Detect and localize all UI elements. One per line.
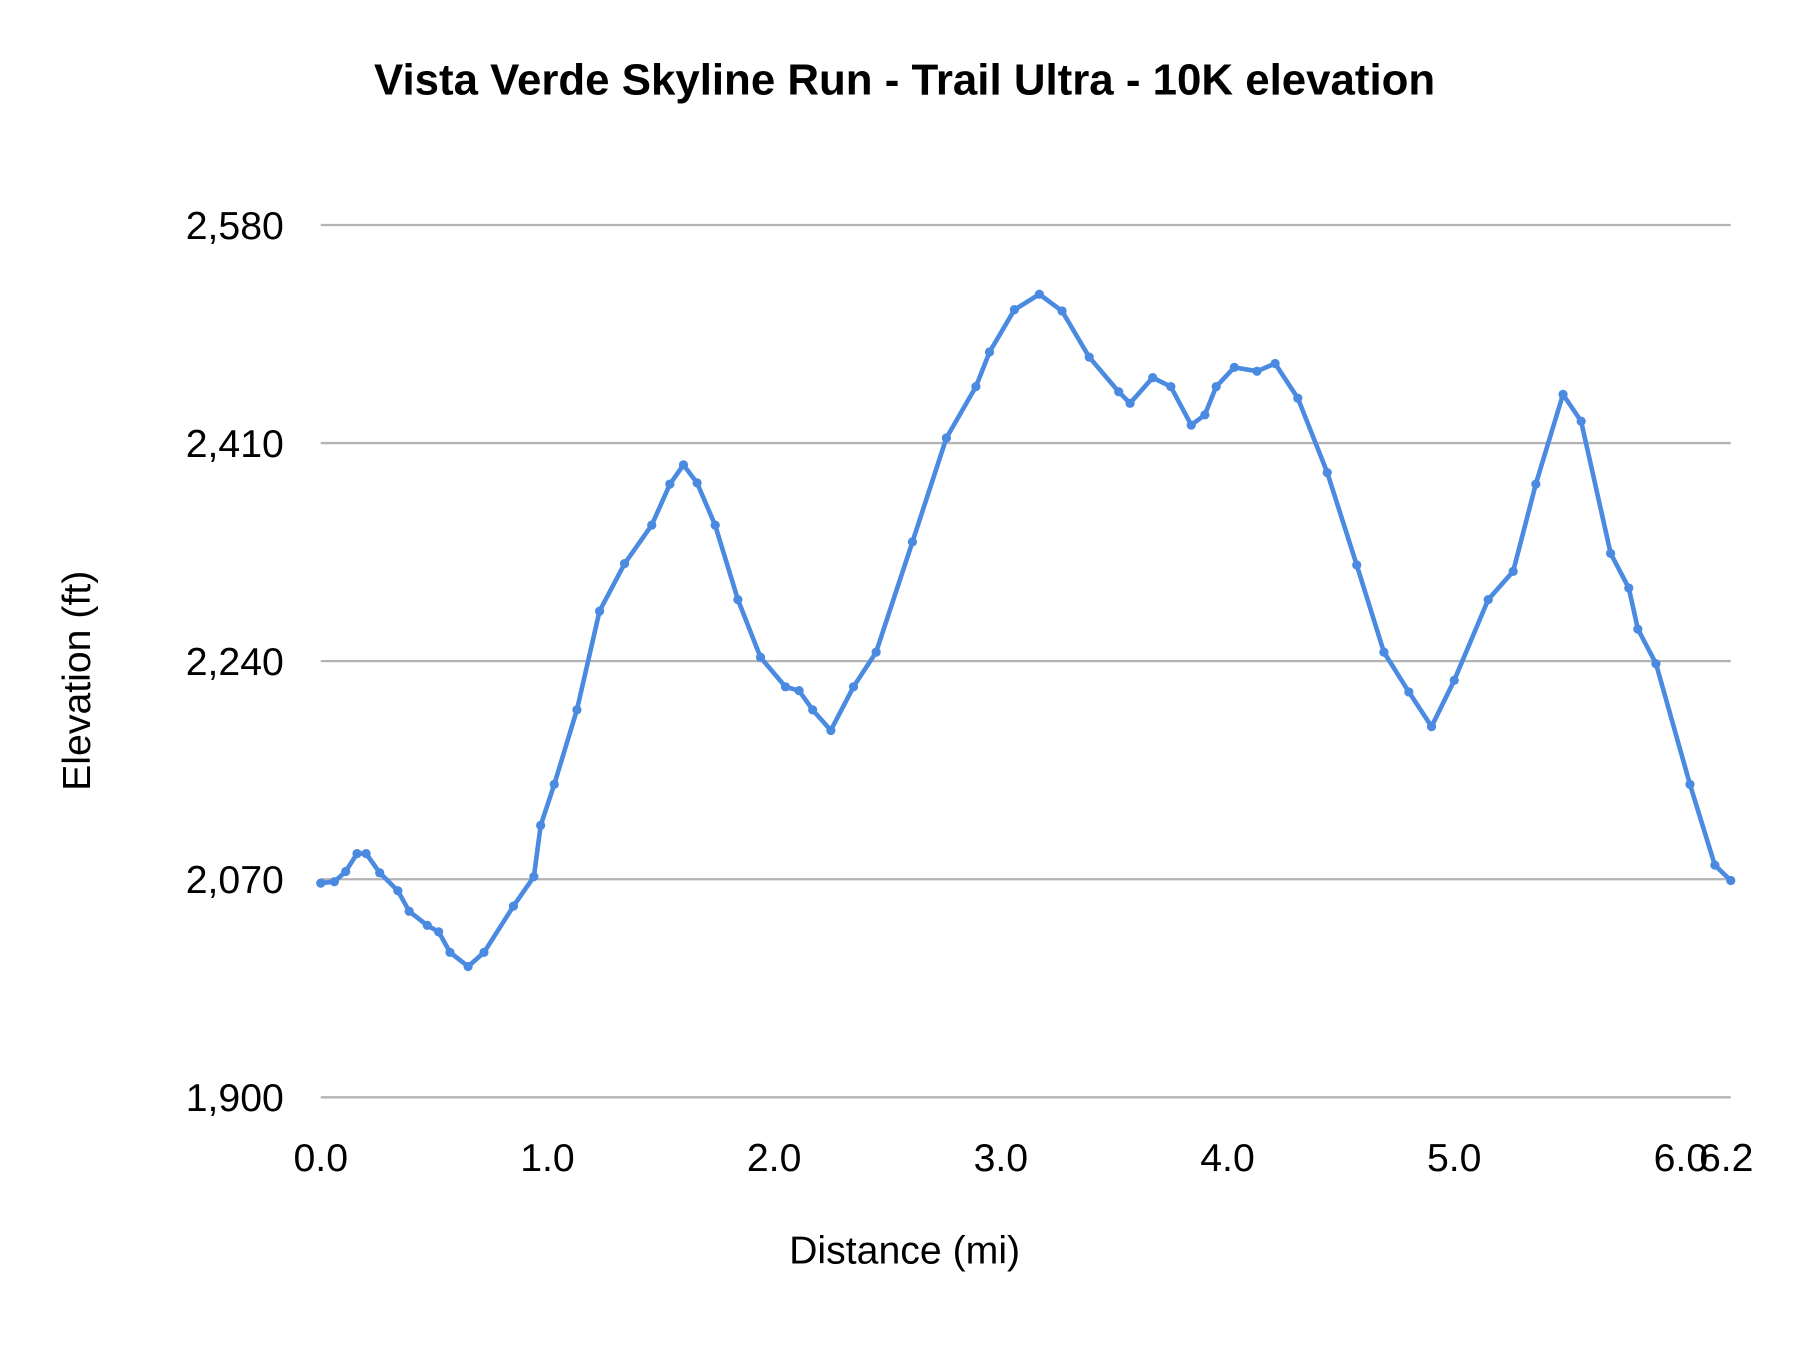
- data-point: [1084, 352, 1094, 362]
- data-point: [1293, 393, 1303, 403]
- x-tick-label: 4.0: [1200, 1136, 1255, 1180]
- x-tick-label: 3.0: [974, 1136, 1029, 1180]
- data-point: [619, 559, 630, 569]
- data-point: [678, 460, 689, 470]
- y-tick-label: 2,580: [186, 204, 284, 248]
- data-point: [710, 520, 720, 530]
- x-axis-ticks: 0.0 1.0 2.0 3.0 4.0 5.0 6.06.2: [294, 1136, 1754, 1180]
- gridlines: [320, 223, 1731, 1099]
- x-tick-label: 6.0: [1654, 1136, 1709, 1180]
- chart-title: Vista Verde Skyline Run - Trail Ultra - …: [374, 56, 1435, 105]
- x-tick-label: 5.0: [1427, 1136, 1482, 1180]
- data-point: [463, 961, 473, 972]
- data-point: [316, 878, 326, 888]
- x-axis-label: Distance (mi): [789, 1228, 1020, 1272]
- data-point: [871, 647, 881, 657]
- data-point: [1726, 875, 1736, 886]
- y-axis-ticks: 1,900 2,070 2,240 2,410 2,580: [186, 204, 284, 1120]
- data-point: [647, 520, 657, 530]
- data-point: [1651, 659, 1661, 669]
- data-point: [1685, 779, 1695, 789]
- data-point: [1508, 566, 1518, 576]
- y-tick-label: 2,070: [186, 858, 284, 902]
- data-point: [1606, 548, 1616, 559]
- data-point: [361, 848, 371, 859]
- data-point: [479, 947, 489, 957]
- data-point: [404, 906, 414, 916]
- data-point: [594, 606, 605, 616]
- data-point: [808, 705, 818, 715]
- data-point: [1009, 305, 1020, 315]
- elevation-series: [316, 289, 1736, 972]
- data-point: [508, 901, 519, 911]
- data-point: [1114, 387, 1124, 397]
- data-point: [445, 947, 455, 957]
- data-point: [1449, 675, 1459, 686]
- elevation-line: [320, 291, 1733, 969]
- data-point: [529, 872, 539, 882]
- data-point: [572, 705, 582, 715]
- data-point: [1531, 479, 1541, 489]
- data-point: [1034, 289, 1044, 299]
- x-tick-label: 6.2: [1699, 1136, 1754, 1180]
- x-tick-label: 0.0: [294, 1136, 349, 1180]
- data-point: [329, 877, 339, 887]
- y-tick-label: 2,410: [186, 422, 284, 466]
- data-point: [755, 652, 766, 662]
- data-point: [665, 479, 675, 489]
- data-point: [1404, 687, 1414, 697]
- data-point: [733, 594, 743, 605]
- data-point: [848, 682, 859, 692]
- data-point: [1483, 594, 1493, 605]
- data-point: [984, 347, 995, 357]
- y-tick-label: 2,240: [186, 640, 284, 684]
- y-axis-label: Elevation (ft): [55, 571, 99, 791]
- data-point: [941, 433, 952, 443]
- data-point: [794, 686, 804, 696]
- data-point: [1125, 398, 1135, 408]
- data-point: [434, 927, 444, 937]
- data-point: [907, 537, 918, 547]
- x-tick-label: 1.0: [520, 1136, 575, 1180]
- data-point: [1200, 410, 1210, 420]
- data-point: [1057, 306, 1067, 316]
- data-point: [1426, 721, 1437, 732]
- data-point: [1148, 373, 1158, 383]
- data-point: [1633, 624, 1643, 634]
- data-point: [375, 868, 385, 878]
- data-point: [1710, 860, 1720, 870]
- data-point: [1186, 420, 1196, 430]
- x-tick-label: 2.0: [747, 1136, 802, 1180]
- data-point: [826, 725, 836, 736]
- data-point: [549, 779, 559, 789]
- data-point: [341, 866, 351, 877]
- data-point: [1379, 647, 1389, 657]
- data-point: [780, 682, 791, 692]
- data-point: [393, 886, 403, 896]
- data-point: [1270, 358, 1280, 369]
- data-point: [1576, 416, 1586, 426]
- data-point: [422, 920, 432, 931]
- data-point: [1252, 366, 1262, 376]
- data-point: [1166, 382, 1176, 392]
- y-tick-label: 1,900: [186, 1076, 284, 1120]
- data-point: [1624, 583, 1634, 593]
- data-point: [1352, 560, 1362, 570]
- data-point: [1229, 362, 1239, 373]
- data-point: [692, 478, 702, 488]
- data-point: [536, 820, 546, 830]
- data-point: [1322, 467, 1332, 478]
- data-point: [1211, 382, 1221, 392]
- data-point: [1558, 389, 1568, 399]
- data-point: [971, 382, 981, 392]
- data-point: [352, 848, 362, 859]
